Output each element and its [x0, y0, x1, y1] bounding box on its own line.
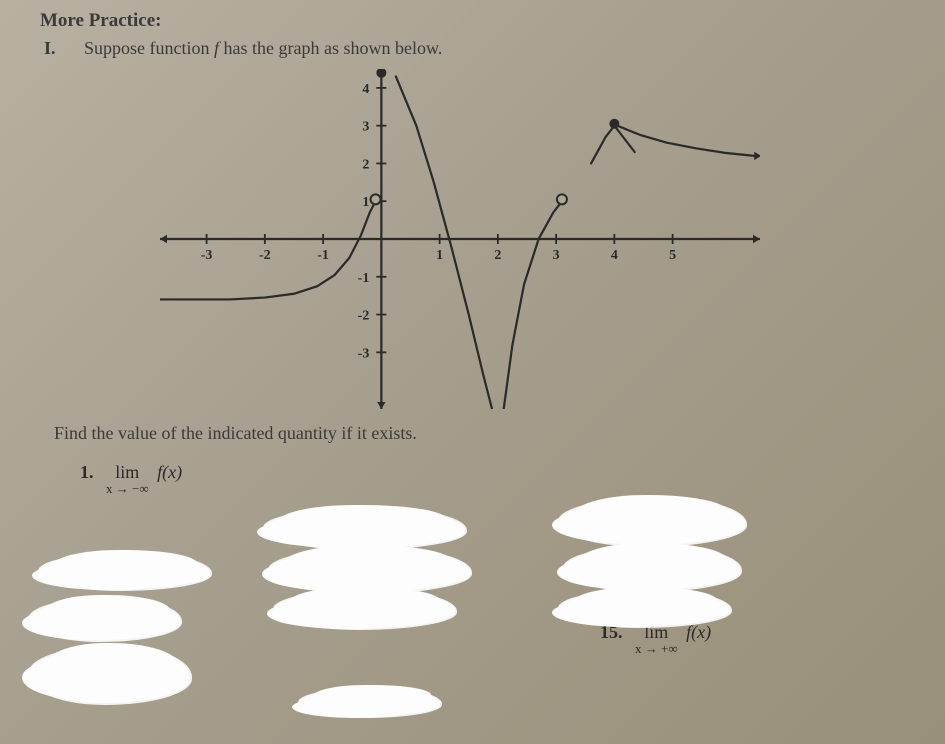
problem-number: I. — [44, 38, 56, 59]
instruction-text: Find the value of the indicated quantity… — [54, 423, 905, 444]
svg-text:5: 5 — [669, 248, 676, 263]
svg-text:1: 1 — [362, 195, 369, 210]
svg-text:1: 1 — [436, 248, 443, 263]
svg-text:-1: -1 — [358, 271, 370, 286]
svg-text:-3: -3 — [358, 346, 370, 361]
problem-statement: I. Suppose function f has the graph as s… — [44, 38, 905, 59]
q15-fx: f(x) — [686, 622, 711, 643]
svg-text:4: 4 — [362, 82, 369, 97]
svg-text:-3: -3 — [201, 248, 213, 263]
svg-text:2: 2 — [494, 248, 501, 263]
problem-text-after: has the graph as shown below. — [219, 38, 442, 58]
svg-text:3: 3 — [362, 120, 369, 135]
question-1: 1. lim x → −∞ f(x) — [80, 462, 182, 497]
section-header: More Practice: — [40, 10, 905, 32]
svg-text:2: 2 — [362, 157, 369, 172]
svg-text:-2: -2 — [358, 309, 370, 324]
svg-text:-2: -2 — [259, 248, 271, 263]
svg-text:-1: -1 — [317, 248, 329, 263]
problem-text-before: Suppose function — [84, 38, 214, 58]
graph-figure: -3 -2 -1 1 2 3 4 5 -3 -2 -1 1 2 3 4 — [160, 69, 760, 409]
q1-fx: f(x) — [157, 462, 182, 483]
worksheet-page: More Practice: I. Suppose function f has… — [0, 0, 945, 744]
graph-svg: -3 -2 -1 1 2 3 4 5 -3 -2 -1 1 2 3 4 — [160, 69, 760, 409]
question-15: 15. lim x → +∞ f(x) — [600, 622, 711, 657]
q1-number: 1. — [80, 462, 94, 482]
q1-limit: lim x → −∞ — [106, 462, 149, 497]
svg-text:4: 4 — [611, 248, 618, 263]
q15-limit: lim x → +∞ — [635, 622, 678, 657]
svg-text:3: 3 — [553, 248, 560, 263]
